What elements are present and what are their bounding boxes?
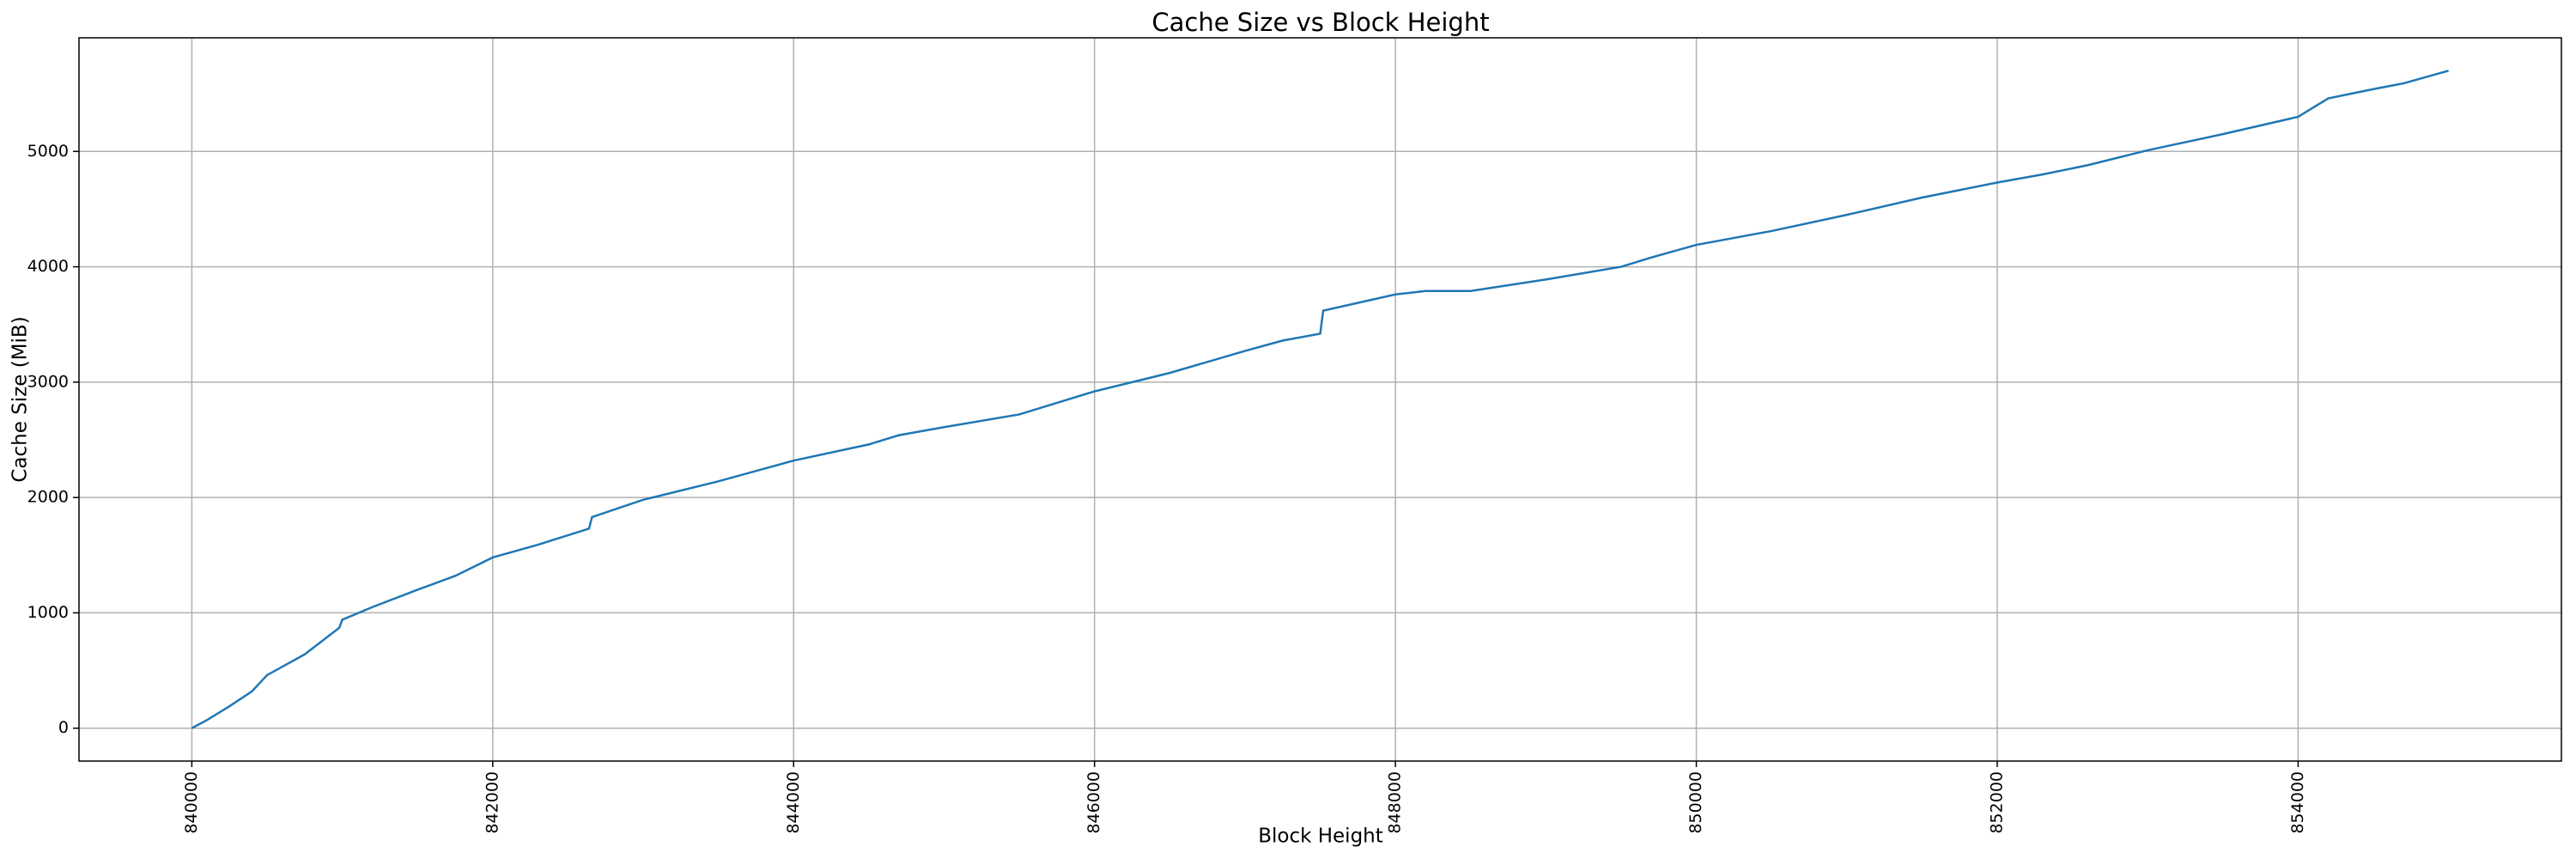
y-tick-label: 4000	[27, 257, 69, 276]
y-tick-label: 1000	[27, 603, 69, 622]
y-axis-label: Cache Size (MiB)	[9, 316, 32, 482]
x-axis-label: Block Height	[1258, 825, 1383, 848]
data-line	[191, 70, 2449, 729]
y-tick-label: 3000	[27, 372, 69, 391]
plot-frame	[78, 37, 2562, 762]
x-tick-label: 840000	[182, 771, 201, 834]
x-tick-label: 854000	[2288, 771, 2307, 834]
x-tick-label: 848000	[1386, 771, 1405, 834]
y-tick-label: 5000	[27, 142, 69, 161]
x-tick-label: 844000	[784, 771, 803, 834]
x-tick-label: 842000	[483, 771, 501, 834]
x-tick-label: 846000	[1084, 771, 1103, 834]
y-tick-label: 0	[58, 718, 69, 737]
y-tick-label: 2000	[27, 488, 69, 507]
x-tick-label: 852000	[1987, 771, 2006, 834]
chart-title: Cache Size vs Block Height	[1151, 8, 1489, 37]
x-tick-label: 850000	[1686, 771, 1705, 834]
